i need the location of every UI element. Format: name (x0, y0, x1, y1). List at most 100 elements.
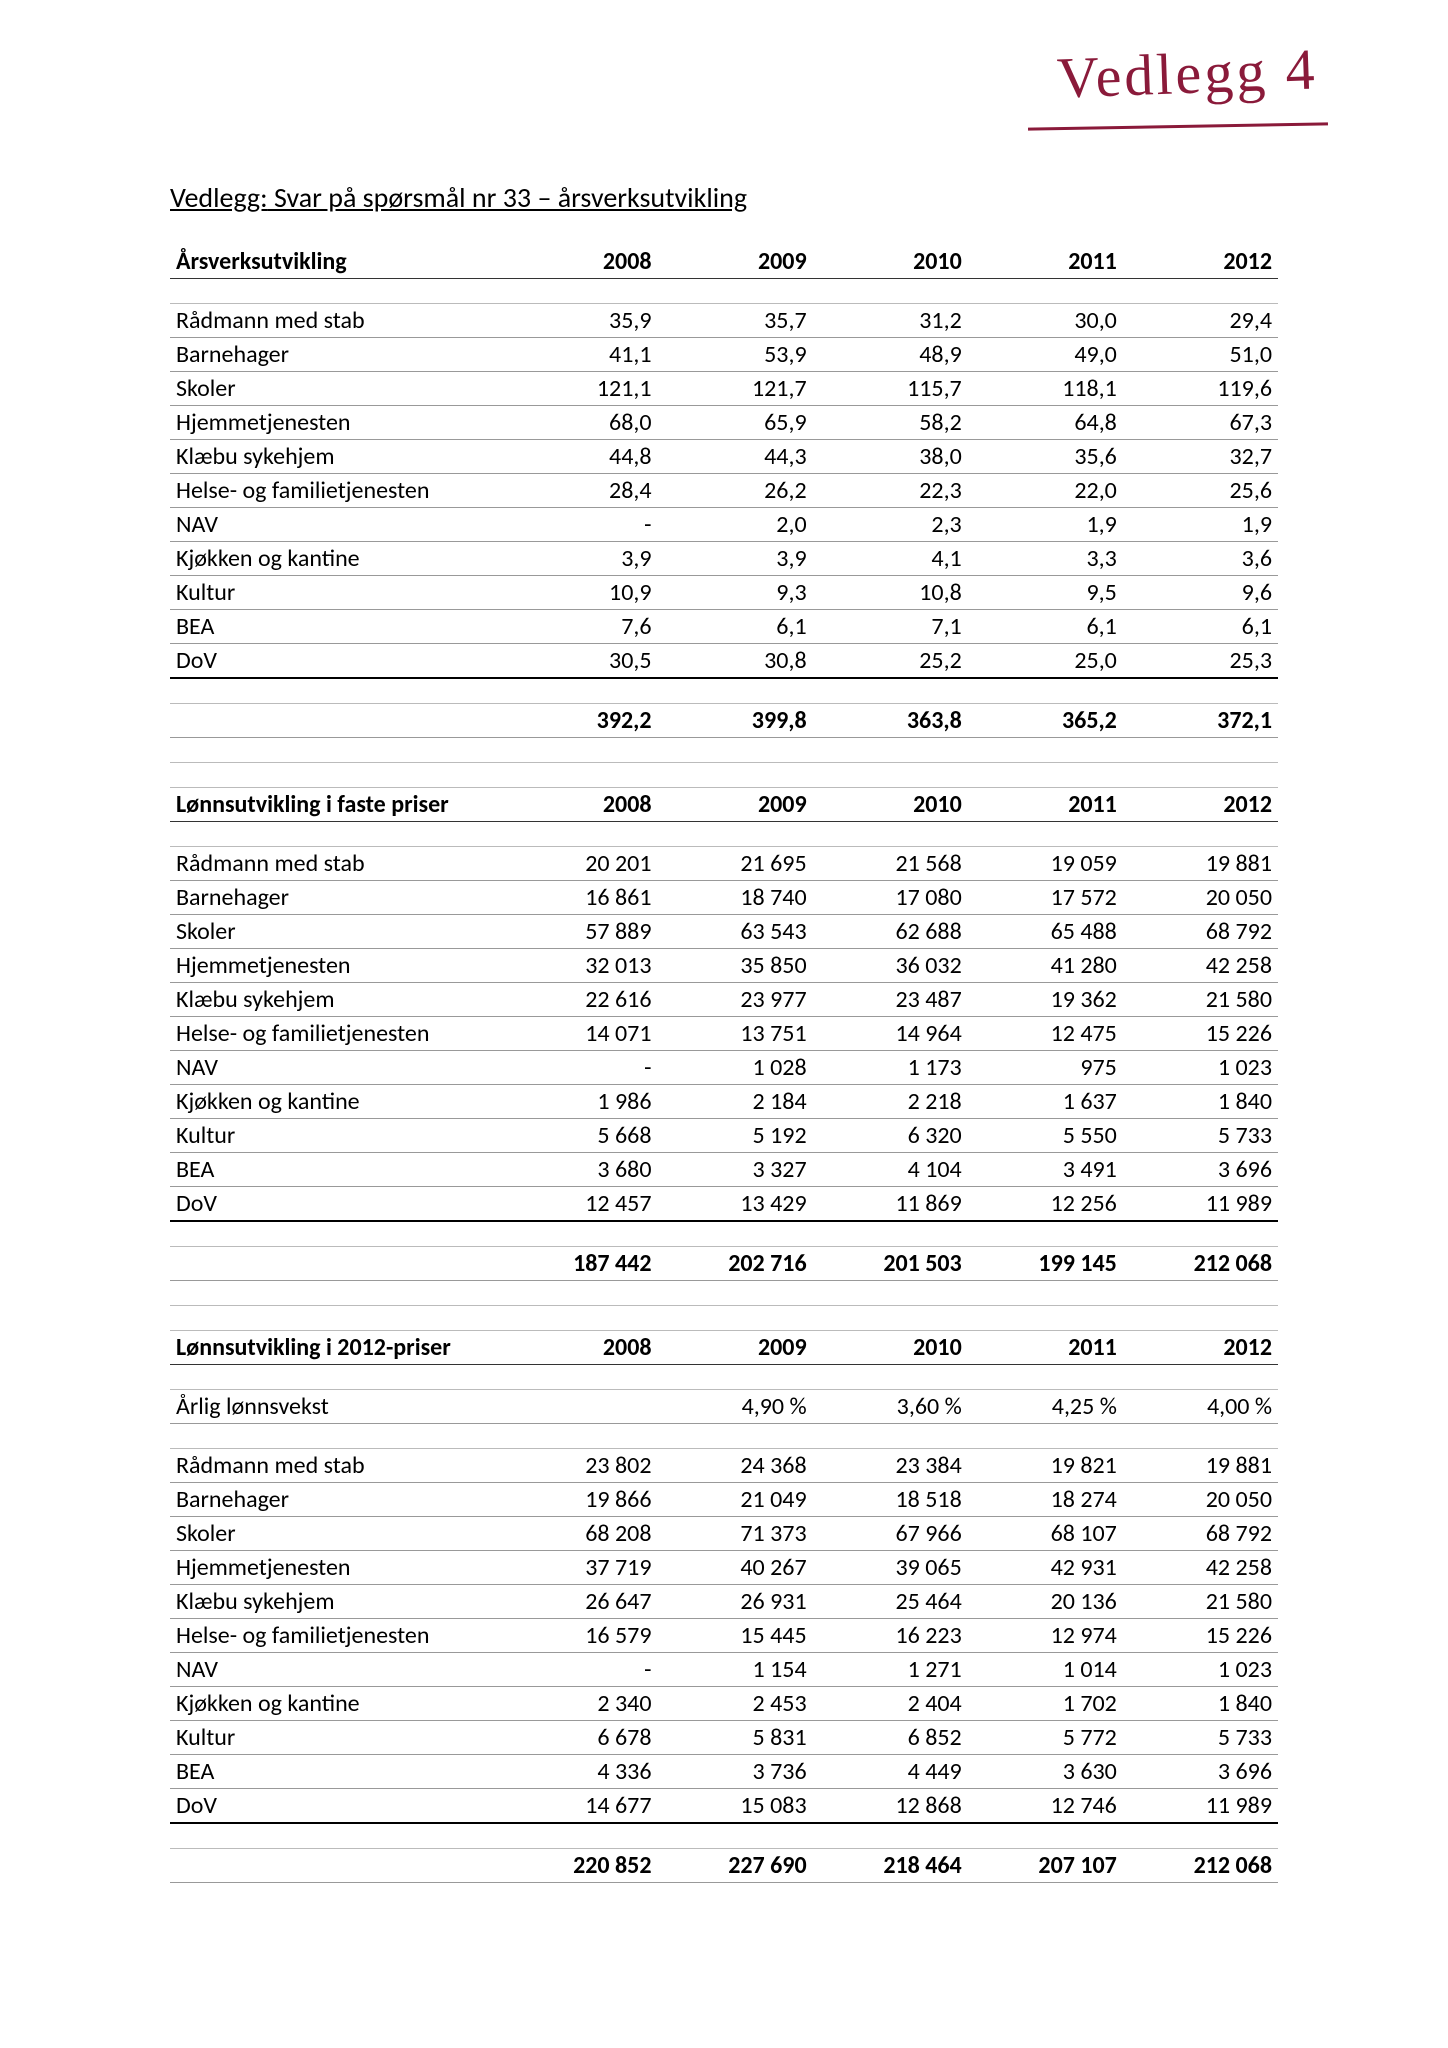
table-cell: 68,0 (502, 406, 657, 440)
row-label: BEA (170, 1153, 502, 1187)
table-cell: 6,1 (1123, 610, 1278, 644)
table-cell: 42 258 (1123, 949, 1278, 983)
table-cell (170, 1365, 502, 1390)
row-label: Helse- og familietjenesten (170, 1017, 502, 1051)
table-row: DoV14 67715 08312 86812 74611 989 (170, 1789, 1278, 1824)
table-cell: 6,1 (968, 610, 1123, 644)
table-row: Hjemmetjenesten68,065,958,264,867,3 (170, 406, 1278, 440)
table-cell: 40 267 (658, 1551, 813, 1585)
table-cell: 4 449 (813, 1755, 968, 1789)
table-cell: 12 746 (968, 1789, 1123, 1824)
table-cell: 42 931 (968, 1551, 1123, 1585)
table-cell: 20 050 (1123, 881, 1278, 915)
growth-cell: 4,25 % (968, 1390, 1123, 1424)
table-row: 220 852227 690218 464207 107212 068 (170, 1849, 1278, 1883)
table-row: Hjemmetjenesten37 71940 26739 06542 9314… (170, 1551, 1278, 1585)
table-cell: 2 453 (658, 1687, 813, 1721)
table-cell: 6,1 (658, 610, 813, 644)
table-cell: 1 014 (968, 1653, 1123, 1687)
table-cell: 23 384 (813, 1449, 968, 1483)
total-cell: 372,1 (1123, 704, 1278, 738)
year-header: 2009 (658, 1331, 813, 1365)
title-prefix: Vedlegg: (170, 180, 268, 215)
table-cell: 1 702 (968, 1687, 1123, 1721)
table-cell: 37 719 (502, 1551, 657, 1585)
table-cell: 9,3 (658, 576, 813, 610)
table-cell: 3,9 (658, 542, 813, 576)
table-cell (170, 1281, 502, 1306)
table-cell (658, 279, 813, 304)
table-cell: 1,9 (1123, 508, 1278, 542)
handwritten-annotation: Vedlegg 4 (1056, 35, 1319, 111)
table-row: Lønnsutvikling i faste priser20082009201… (170, 788, 1278, 822)
table-cell: 1 028 (658, 1051, 813, 1085)
table-cell: 18 740 (658, 881, 813, 915)
total-cell: 199 145 (968, 1247, 1123, 1281)
table-row: 392,2399,8363,8365,2372,1 (170, 704, 1278, 738)
total-cell: 399,8 (658, 704, 813, 738)
row-label: DoV (170, 1789, 502, 1824)
table-cell: 17 080 (813, 881, 968, 915)
table-cell: 44,8 (502, 440, 657, 474)
table-cell: 1 173 (813, 1051, 968, 1085)
row-label: Rådmann med stab (170, 1449, 502, 1483)
table-row (170, 279, 1278, 304)
table-cell: 5 550 (968, 1119, 1123, 1153)
table-cell: 3,3 (968, 542, 1123, 576)
table-row: Kjøkken og kantine2 3402 4532 4041 7021 … (170, 1687, 1278, 1721)
table-row: 187 442202 716201 503199 145212 068 (170, 1247, 1278, 1281)
table-cell: 3 327 (658, 1153, 813, 1187)
row-label: Kultur (170, 1721, 502, 1755)
year-header: 2010 (813, 245, 968, 279)
table-cell: 18 274 (968, 1483, 1123, 1517)
total-cell: 201 503 (813, 1247, 968, 1281)
table-cell (968, 1281, 1123, 1306)
table-cell (1123, 1823, 1278, 1849)
row-label: Helse- og familietjenesten (170, 474, 502, 508)
table-cell: 4 104 (813, 1153, 968, 1187)
table-cell: 21 580 (1123, 1585, 1278, 1619)
table-cell: 58,2 (813, 406, 968, 440)
table-cell: 25,6 (1123, 474, 1278, 508)
table-cell: 68 208 (502, 1517, 657, 1551)
growth-cell: 4,90 % (658, 1390, 813, 1424)
table-cell (813, 678, 968, 704)
table-cell: 3 696 (1123, 1153, 1278, 1187)
table-cell: 20 136 (968, 1585, 1123, 1619)
table-cell: 1 271 (813, 1653, 968, 1687)
table-cell: 26 647 (502, 1585, 657, 1619)
table-cell: 12 868 (813, 1789, 968, 1824)
table-cell (502, 1823, 657, 1849)
table-cell: 68 107 (968, 1517, 1123, 1551)
table-cell: 63 543 (658, 915, 813, 949)
table-cell: 1,9 (968, 508, 1123, 542)
table-cell: 3 736 (658, 1755, 813, 1789)
table-cell (968, 763, 1123, 788)
table-cell: 68 792 (1123, 915, 1278, 949)
table-cell (1123, 822, 1278, 847)
table-cell: - (502, 1051, 657, 1085)
table-cell (813, 1424, 968, 1449)
table-cell: 15 226 (1123, 1619, 1278, 1653)
table-cell: 41,1 (502, 338, 657, 372)
row-label: Kjøkken og kantine (170, 1085, 502, 1119)
table-cell: 22 616 (502, 983, 657, 1017)
row-label: Skoler (170, 1517, 502, 1551)
year-header: 2011 (968, 1331, 1123, 1365)
table-cell: 68 792 (1123, 1517, 1278, 1551)
table-row (170, 763, 1278, 788)
table-row: Helse- og familietjenesten28,426,222,322… (170, 474, 1278, 508)
table-cell: 15 226 (1123, 1017, 1278, 1051)
table-row: Helse- og familietjenesten16 57915 44516… (170, 1619, 1278, 1653)
table-row: DoV12 45713 42911 86912 25611 989 (170, 1187, 1278, 1222)
section-header-label: Lønnsutvikling i 2012-priser (170, 1331, 502, 1365)
table-cell: 36 032 (813, 949, 968, 983)
table-cell: 2,3 (813, 508, 968, 542)
table-cell: 31,2 (813, 304, 968, 338)
table-row: Kultur5 6685 1926 3205 5505 733 (170, 1119, 1278, 1153)
table-cell: 26,2 (658, 474, 813, 508)
table-cell (170, 1306, 502, 1331)
row-label: Barnehager (170, 338, 502, 372)
table-cell: 65 488 (968, 915, 1123, 949)
table-cell: 25 464 (813, 1585, 968, 1619)
